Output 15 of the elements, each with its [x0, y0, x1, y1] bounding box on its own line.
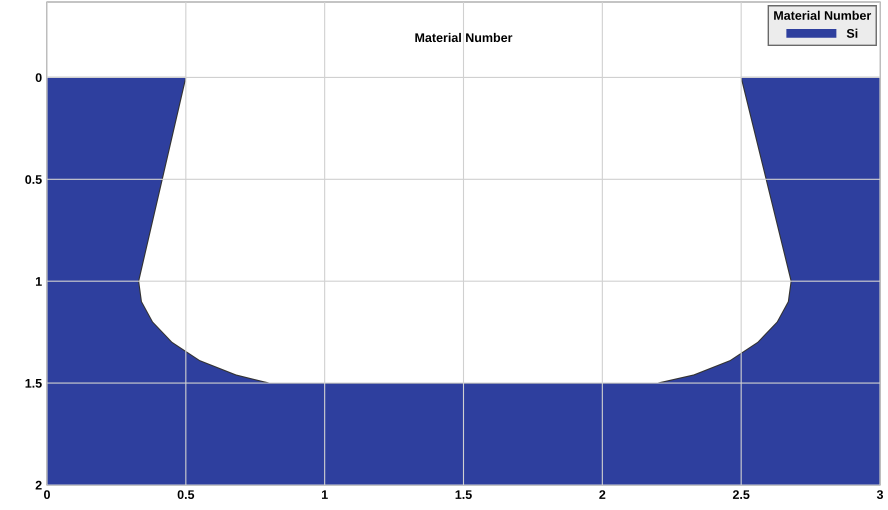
- y-tick-label: 2: [36, 480, 42, 490]
- y-tick-label: 0: [36, 73, 42, 82]
- x-tick-label: 1: [322, 490, 328, 499]
- x-tick-label: 3: [876, 490, 884, 500]
- text: Material Number: [415, 32, 512, 42]
- x-tick-label: 2.5: [732, 490, 750, 500]
- y-tick-label: 1.5: [26, 379, 42, 388]
- y-tick-label: 1: [36, 277, 42, 286]
- y-tick-label: 0.5: [25, 175, 42, 184]
- legend-label: Si: [846, 28, 858, 38]
- x-tick-label: 1.5: [456, 490, 472, 500]
- x-tick-label: 2: [599, 490, 606, 499]
- legend-title: Material Number: [774, 10, 872, 20]
- x-tick-label: 0.5: [178, 490, 194, 500]
- x-tick-label: 0: [44, 490, 50, 500]
